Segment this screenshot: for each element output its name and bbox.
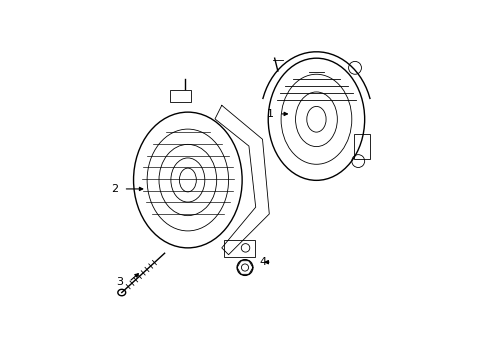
- Ellipse shape: [242, 264, 248, 271]
- Ellipse shape: [237, 260, 253, 275]
- Ellipse shape: [118, 289, 126, 296]
- Text: 3: 3: [117, 277, 123, 287]
- Text: 4: 4: [259, 257, 267, 267]
- Text: 1: 1: [267, 109, 273, 119]
- Text: 2: 2: [111, 184, 118, 194]
